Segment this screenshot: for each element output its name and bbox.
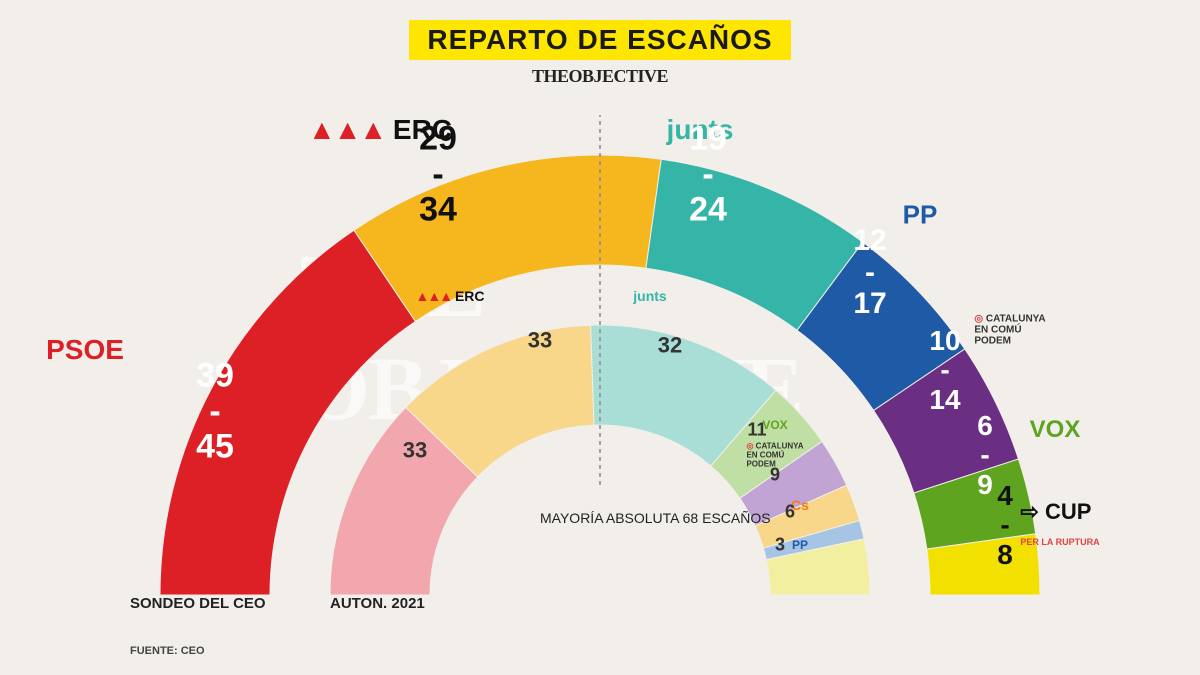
value-erc: 29 - 34 — [419, 121, 457, 228]
party-junts: junts — [633, 288, 666, 304]
source-label: FUENTE: CEO — [130, 645, 205, 657]
majority-label: MAYORÍA ABSOLUTA 68 ESCAÑOS — [540, 510, 771, 527]
party-pp: PP — [903, 200, 938, 231]
segment-erc — [354, 155, 661, 321]
innervalue-psoe: 33 — [403, 438, 427, 461]
party-psoe: PSOE — [46, 334, 124, 366]
innervalue-erc: 33 — [528, 328, 552, 351]
party-erc: ▲▲▲ ERC — [415, 288, 484, 304]
value-junts: 19 - 24 — [689, 121, 727, 228]
value-vox: 6 - 9 — [977, 411, 993, 499]
outer-caption: SONDEO DEL CEO — [130, 595, 266, 613]
inner-caption: AUTON. 2021 — [330, 595, 425, 613]
innervalue-catalunya en comú podem: 9 — [770, 466, 780, 485]
value-catalunya en comú podem: 10 - 14 — [929, 326, 960, 414]
party-psoe: PSOE — [296, 377, 335, 393]
innervalue-vox: 11 — [747, 421, 766, 440]
party-vox: VOX — [1030, 416, 1081, 444]
party-pp: PP — [792, 538, 808, 552]
innervalue-cs: 6 — [785, 503, 795, 522]
value-pp: 12 - 17 — [853, 225, 886, 320]
innervalue-junts: 32 — [658, 333, 682, 356]
party-cup: ⇨ CUPPER LA RUPTURA — [1020, 499, 1099, 551]
value-cup: 4 - 8 — [997, 481, 1013, 569]
party-catalunya-en-comú-podem: ◎ CATALUNYAEN COMÚPODEM — [974, 314, 1045, 347]
value-psoe: 39 - 45 — [196, 358, 234, 465]
innervalue-pp: 3 — [775, 536, 785, 555]
